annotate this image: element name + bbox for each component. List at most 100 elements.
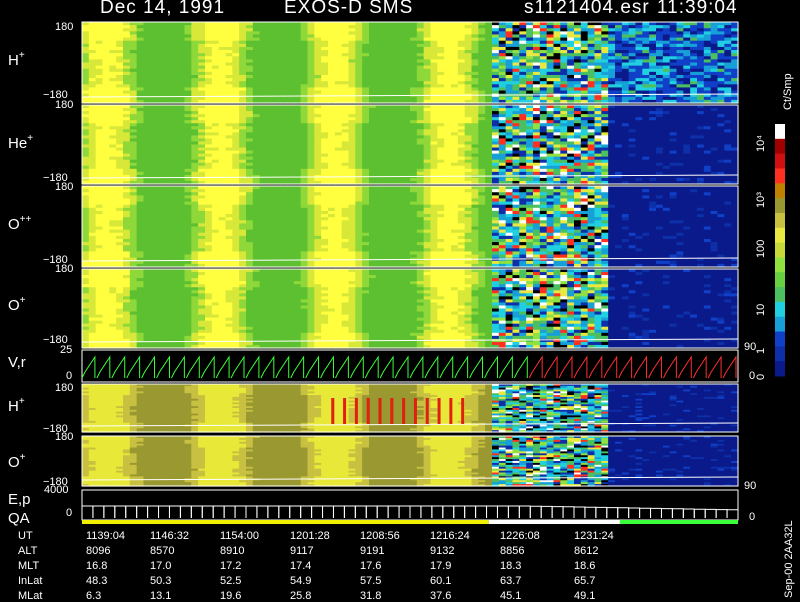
spectrogram-cell <box>724 108 732 112</box>
spectrogram-cell <box>314 46 322 51</box>
spectrogram-cell <box>717 90 725 95</box>
spectrogram-cell <box>191 56 199 60</box>
spectrogram-cell <box>560 165 568 170</box>
spectrogram-cell <box>635 46 643 51</box>
spectrogram-cell <box>232 43 240 48</box>
spectrogram-cell <box>252 153 261 158</box>
spectrogram-cell <box>211 87 220 92</box>
spectrogram-cell <box>628 22 637 26</box>
spectrogram-cell <box>246 123 254 127</box>
spectrogram-cell <box>478 108 486 112</box>
spectrogram-cell <box>170 126 179 130</box>
spectrogram-cell <box>293 25 302 29</box>
spectrogram-cell <box>485 78 493 82</box>
spectrogram-cell <box>218 43 227 48</box>
spectrogram-cell <box>300 162 309 167</box>
spectrogram-cell <box>136 114 145 118</box>
spectrogram-cell <box>266 132 274 136</box>
spectrogram-cell <box>594 93 602 98</box>
spectrogram-cell <box>464 40 473 45</box>
spectrogram-cell <box>649 138 657 143</box>
spectrogram-cell <box>273 62 281 67</box>
spectrogram-cell <box>389 123 397 127</box>
spectrogram-cell <box>526 126 534 130</box>
spectrogram-cell <box>225 138 233 143</box>
spectrogram-cell <box>266 171 274 176</box>
spectrogram-cell <box>328 117 336 121</box>
spectrogram-cell <box>191 50 199 54</box>
spectrogram-cell <box>615 105 623 109</box>
spectrogram-cell <box>587 123 596 127</box>
spectrogram-cell <box>546 46 555 51</box>
spectrogram-cell <box>95 22 104 26</box>
spectrogram-cell <box>526 90 534 95</box>
spectrogram-cell <box>95 156 104 161</box>
spectrogram-cell <box>136 117 145 121</box>
spectrogram-cell <box>259 111 268 115</box>
spectrogram-cell <box>642 135 650 140</box>
spectrogram-cell <box>375 68 384 73</box>
spectrogram-cell <box>218 65 227 70</box>
spectrogram-cell <box>198 28 206 32</box>
spectrogram-cell <box>662 99 671 104</box>
spectrogram-cell <box>232 105 240 109</box>
spectrogram-cell <box>519 22 527 26</box>
spectrogram-cell <box>498 165 507 170</box>
spectrogram-cell <box>382 78 391 82</box>
spectrogram-cell <box>430 53 438 57</box>
spectrogram-cell <box>314 162 322 167</box>
spectrogram-cell <box>642 123 650 127</box>
spectrogram-cell <box>437 50 445 54</box>
spectrogram-cell <box>635 40 643 45</box>
spectrogram-cell <box>546 171 555 176</box>
spectrogram-cell <box>615 40 623 45</box>
spectrogram-cell <box>157 141 165 146</box>
spectrogram-cell <box>690 90 698 95</box>
spectrogram-cell <box>205 25 213 29</box>
spectrogram-cell <box>170 93 179 98</box>
spectrogram-cell <box>608 141 616 146</box>
spectrogram-cell <box>731 81 739 85</box>
spectrogram-cell <box>444 78 452 82</box>
spectrogram-cell <box>560 90 568 95</box>
spectrogram-cell <box>116 162 124 167</box>
spectrogram-cell <box>539 99 548 104</box>
spectrogram-cell <box>512 135 520 140</box>
spectrogram-cell <box>82 129 90 133</box>
spectrogram-cell <box>519 168 527 173</box>
spectrogram-cell <box>191 62 199 67</box>
spectrogram-cell <box>580 180 589 185</box>
spectrogram-cell <box>116 168 124 173</box>
spectrogram-cell <box>553 53 561 57</box>
spectrogram-cell <box>164 28 172 32</box>
spectrogram-cell <box>546 59 555 64</box>
spectrogram-cell <box>280 129 288 133</box>
spectrogram-cell <box>697 43 705 48</box>
spectrogram-cell <box>389 153 397 158</box>
spectrogram-cell <box>505 138 514 143</box>
spectrogram-cell <box>505 90 514 95</box>
spectrogram-cell <box>615 162 623 167</box>
spectrogram-cell <box>123 117 131 121</box>
spectrogram-cell <box>410 141 418 146</box>
spectrogram-cell <box>567 177 575 182</box>
spectrogram-cell <box>451 138 459 143</box>
spectrogram-cell <box>143 111 151 115</box>
spectrogram-cell <box>676 114 684 118</box>
spectrogram-cell <box>457 132 466 136</box>
spectrogram-cell <box>184 153 192 158</box>
spectrogram-cell <box>430 150 438 155</box>
spectrogram-cell <box>300 50 309 54</box>
spectrogram-cell <box>546 117 555 121</box>
spectrogram-cell <box>615 59 623 64</box>
spectrogram-cell <box>444 132 452 136</box>
spectrogram-cell <box>109 129 117 133</box>
spectrogram-cell <box>280 53 288 57</box>
spectrogram-cell <box>594 132 602 136</box>
spectrogram-cell <box>505 71 514 76</box>
spectrogram-cell <box>526 65 534 70</box>
spectrogram-cell <box>628 150 637 155</box>
spectrogram-cell <box>574 81 582 85</box>
spectrogram-cell <box>485 43 493 48</box>
spectrogram-cell <box>355 62 363 67</box>
